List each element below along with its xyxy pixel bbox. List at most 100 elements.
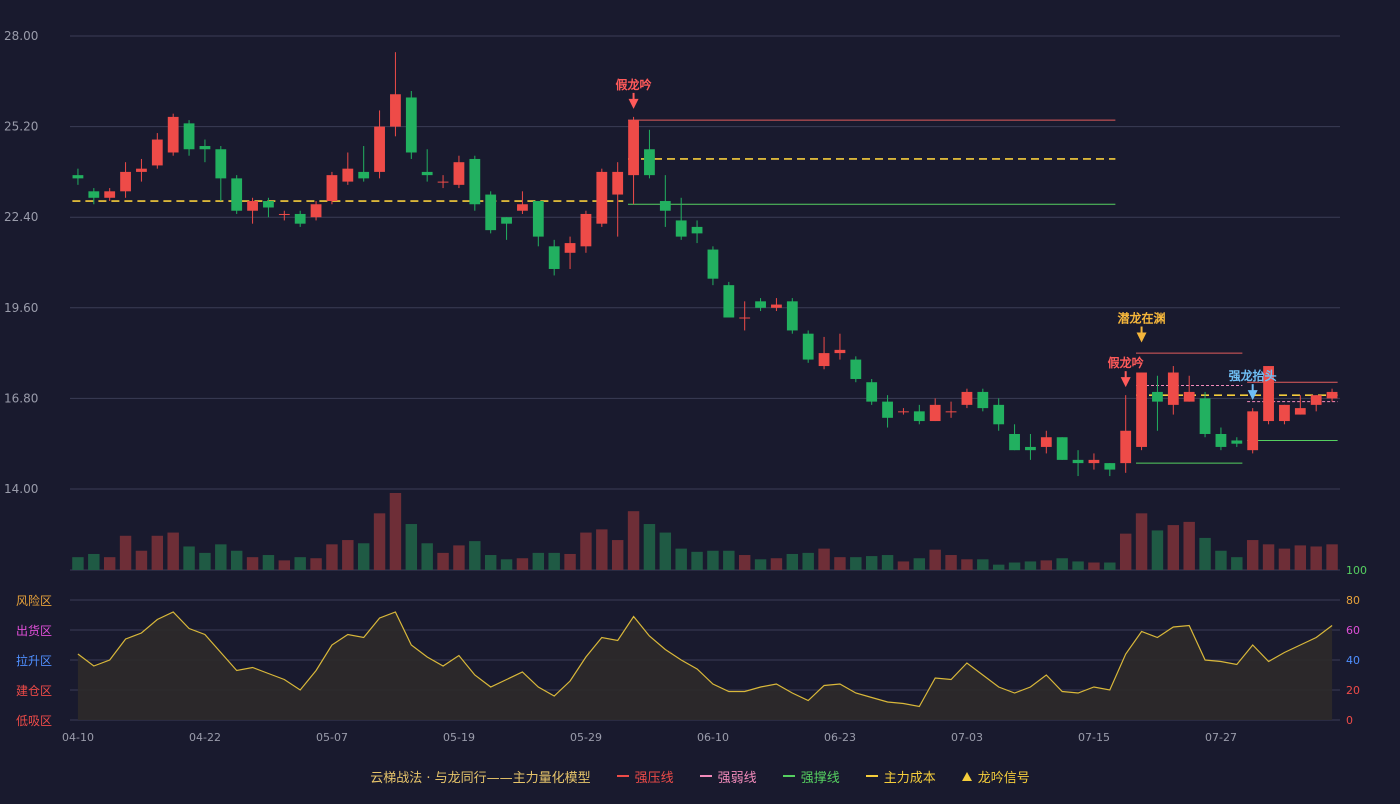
volume-bar: [992, 564, 1005, 570]
oscillator-area: [77, 612, 1333, 720]
volume-bar: [1119, 533, 1132, 570]
candle-body: [596, 171, 608, 224]
candle-body: [183, 123, 195, 150]
candle-body: [1120, 430, 1132, 464]
volume-bar: [373, 513, 386, 570]
volume-bar: [532, 552, 545, 570]
candle-body: [882, 401, 893, 418]
candle-body: [818, 353, 830, 367]
x-tick-label: 06-10: [697, 731, 729, 744]
x-tick-label: 07-27: [1205, 731, 1237, 744]
candle-body: [294, 213, 306, 224]
osc-zone-label: 出货区: [16, 623, 52, 638]
price-tick-label: 19.60: [4, 301, 38, 315]
osc-tick-label: 40: [1346, 654, 1360, 667]
candle-body: [485, 194, 497, 231]
volume-bar: [199, 552, 211, 570]
signal-arrow-icon: [1136, 332, 1147, 343]
volume-bar: [611, 540, 624, 570]
volume-bar: [881, 555, 894, 570]
chart-legend: 云梯战法 · 与龙同行——主力量化模型 强压线 强弱线 强撑线 主力成本 龙吟信…: [0, 764, 1400, 788]
legend-item-support[interactable]: 强撑线: [782, 767, 840, 786]
price-tick-label: 28.00: [4, 29, 38, 43]
price-tick-label: 22.40: [4, 210, 38, 224]
candle-body: [231, 178, 243, 211]
volume-bar: [72, 557, 84, 570]
volume-bar: [1231, 557, 1243, 570]
candle-body: [120, 171, 131, 192]
candle-body: [564, 243, 576, 253]
candle-body: [421, 171, 433, 176]
volume-bar: [929, 549, 941, 570]
volume-bar: [707, 550, 719, 570]
candle-body: [644, 149, 655, 176]
volume-bar: [1310, 546, 1322, 570]
volume-bar: [723, 550, 735, 570]
candle-body: [88, 191, 100, 198]
candle-body: [1152, 391, 1163, 402]
volume-bar: [183, 546, 195, 570]
candle-body: [326, 175, 338, 202]
x-tick-label: 06-23: [824, 731, 856, 744]
legend-item-signal[interactable]: 龙吟信号: [961, 767, 1030, 786]
volume-bar: [675, 548, 687, 570]
volume-bar: [516, 558, 529, 570]
signal-arrow-icon: [1120, 377, 1131, 388]
volume-bar: [659, 532, 672, 570]
candle-body: [913, 411, 925, 422]
volume-bar: [389, 493, 402, 570]
volume-bar: [1199, 537, 1211, 570]
volume-bar: [357, 543, 370, 570]
volume-bar: [437, 552, 449, 570]
volume-bar: [1008, 562, 1021, 570]
signal-label: 强龙抬头: [1229, 368, 1277, 383]
volume-bar: [564, 553, 576, 570]
candle-body: [405, 97, 417, 153]
signal-label: 潜龙在渊: [1118, 311, 1166, 326]
legend-title: 云梯战法 · 与龙同行——主力量化模型: [370, 770, 591, 786]
volume-bar: [342, 540, 354, 570]
volume-bar: [754, 559, 767, 570]
volume-bar: [294, 557, 306, 570]
volume-bar: [770, 558, 783, 570]
volume-bar: [1278, 548, 1291, 570]
candle-body: [691, 226, 703, 234]
osc-zone-label: 风险区: [16, 593, 52, 608]
volume-bar: [1135, 513, 1148, 570]
volume-bar: [580, 532, 592, 570]
candle-body: [104, 191, 116, 198]
volume-bar: [326, 544, 338, 570]
legend-item-weak[interactable]: 强弱线: [699, 767, 757, 786]
candle-body: [501, 217, 512, 224]
volume-bar: [405, 524, 418, 570]
candle-body: [358, 171, 370, 179]
volume-bar: [119, 535, 132, 570]
legend-item-cost[interactable]: 主力成本: [865, 767, 936, 786]
volume-bar: [278, 560, 291, 570]
volume-tick-label: 100: [1346, 564, 1367, 577]
volume-bar: [850, 557, 862, 570]
volume-bar: [469, 541, 481, 570]
legend-swatch-strong-pressure: [616, 775, 629, 777]
volume-bar: [151, 535, 164, 570]
osc-tick-label: 80: [1346, 594, 1360, 607]
candle-body: [961, 391, 973, 405]
candle-body: [1247, 411, 1259, 451]
volume-bar: [1088, 562, 1100, 570]
candle-body: [469, 158, 481, 205]
candle-body: [675, 220, 687, 237]
osc-zone-label: 建仓区: [16, 684, 52, 698]
volume-bar: [1262, 544, 1275, 570]
candle-body: [1183, 391, 1195, 402]
x-tick-label: 05-29: [570, 731, 602, 744]
signal-label: 假龙吟: [616, 77, 652, 92]
volume-bar: [88, 553, 100, 570]
candle-body: [866, 382, 878, 402]
candle-body: [1025, 446, 1036, 451]
volume-bar: [1246, 540, 1259, 570]
legend-item-strong-pressure[interactable]: 强压线: [616, 767, 674, 786]
signal-label: 假龙吟: [1108, 355, 1144, 370]
volume-bar: [1072, 561, 1084, 570]
volume-bar: [897, 561, 910, 570]
